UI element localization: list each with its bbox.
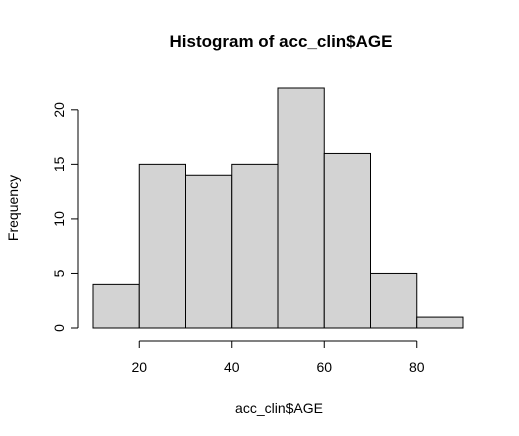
histogram-bar-6 xyxy=(370,272,418,329)
y-tick-label: 15 xyxy=(51,156,67,172)
histogram-bar-4 xyxy=(277,87,325,329)
histogram-bar-1 xyxy=(138,163,186,329)
y-tick-label: 10 xyxy=(51,211,67,227)
y-tick-label: 5 xyxy=(51,269,67,277)
y-tick-label: 20 xyxy=(51,102,67,118)
x-axis-label: acc_clin$AGE xyxy=(235,400,323,416)
histogram-bar-2 xyxy=(185,174,233,329)
chart-title: Histogram of acc_clin$AGE xyxy=(170,32,393,51)
x-tick-label: 20 xyxy=(131,359,147,375)
x-tick-label: 40 xyxy=(224,359,240,375)
y-axis-label: Frequency xyxy=(5,175,21,241)
y-axis: 0 5 10 15 20 xyxy=(51,102,79,332)
histogram-bar-0 xyxy=(92,283,140,329)
x-tick-label: 80 xyxy=(409,359,425,375)
x-tick-label: 60 xyxy=(316,359,332,375)
x-axis: 20 40 60 80 xyxy=(131,340,425,375)
y-tick-label: 0 xyxy=(51,324,67,332)
histogram-bar-7 xyxy=(416,316,464,329)
histogram-bar-5 xyxy=(323,152,371,329)
histogram-bars xyxy=(92,87,464,329)
histogram-bar-3 xyxy=(231,163,279,329)
